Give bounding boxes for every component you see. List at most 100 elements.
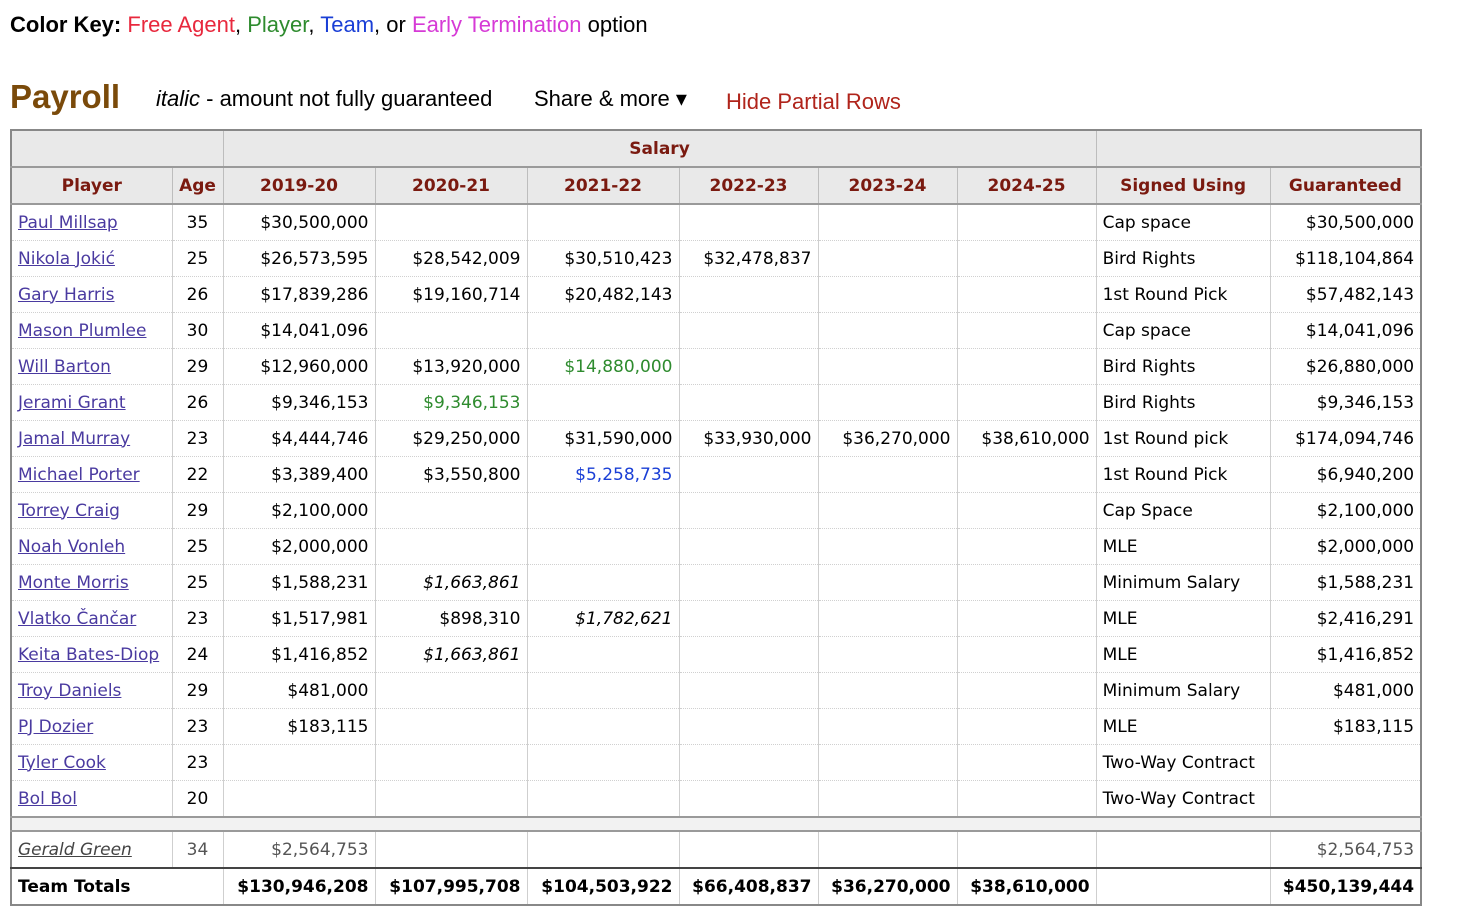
column-header[interactable]: 2024-25 (956, 166, 1097, 205)
player-cell: Jerami Grant (10, 384, 172, 421)
signed-using-cell: Minimum Salary (1095, 672, 1271, 709)
salary-over-header: Salary (222, 129, 1097, 168)
table-row: PJ Dozier 23 $183,115 MLE $183,115 (10, 708, 1422, 745)
italic-legend: italic - amount not fully guaranteed (156, 86, 492, 112)
salary-cell: $898,310 (374, 600, 527, 637)
color-key-sep: , or (374, 12, 412, 37)
player-cell: Nikola Jokić (10, 240, 172, 277)
player-link[interactable]: Jerami Grant (18, 392, 126, 413)
salary-cell (956, 744, 1097, 781)
player-link[interactable]: Noah Vonleh (18, 536, 126, 557)
signed-using-cell: Two-Way Contract (1095, 780, 1271, 817)
signed-using-cell: Minimum Salary (1095, 564, 1271, 601)
player-link[interactable]: Bol Bol (18, 788, 77, 809)
salary-cell (374, 744, 527, 781)
player-link[interactable]: Gary Harris (18, 284, 115, 305)
salary-cell (526, 708, 679, 745)
share-more-menu[interactable]: Share & more ▾ (534, 86, 687, 111)
salary-cell: $14,041,096 (222, 312, 375, 349)
salary-cell (526, 564, 679, 601)
player-link[interactable]: Monte Morris (18, 572, 129, 593)
hide-partial-rows-link[interactable]: Hide Partial Rows (726, 89, 901, 114)
salary-cell: $36,270,000 (817, 420, 957, 457)
salary-cell: $2,564,753 (222, 830, 375, 868)
total-salary-cell: $38,610,000 (956, 867, 1097, 905)
salary-cell (678, 600, 818, 637)
salary-cell (374, 312, 527, 349)
player-link[interactable]: Tyler Cook (18, 752, 106, 773)
age-cell: 25 (171, 564, 223, 601)
player-link[interactable]: PJ Dozier (18, 716, 94, 737)
table-row: Monte Morris 25 $1,588,231 $1,663,861 Minimu… (10, 564, 1422, 601)
guaranteed-cell: $26,880,000 (1269, 348, 1422, 385)
salary-cell (374, 708, 527, 745)
table-row: Gerald Green 34 $2,564,753 $2,564,753 (10, 830, 1422, 868)
column-header[interactable]: Signed Using (1095, 166, 1271, 205)
guaranteed-cell: $2,100,000 (1269, 492, 1422, 529)
player-link[interactable]: Michael Porter (18, 464, 140, 485)
salary-cell (956, 492, 1097, 529)
player-link[interactable]: Torrey Craig (18, 500, 120, 521)
table-row: Tyler Cook 23 Two-Way Contract (10, 744, 1422, 781)
column-header[interactable]: Player (10, 166, 172, 205)
salary-cell: $9,346,153 (374, 384, 527, 421)
guaranteed-cell: $57,482,143 (1269, 276, 1422, 313)
guaranteed-cell: $183,115 (1269, 708, 1422, 745)
payroll-table-wrap: Salary Player Age 2019-20 2020-21 2021-22 202… (10, 129, 1423, 906)
salary-cell (956, 636, 1097, 673)
signed-using-cell: 1st Round pick (1095, 420, 1271, 457)
salary-cell (956, 528, 1097, 565)
player-cell: Noah Vonleh (10, 528, 172, 565)
signed-using-cell: Cap Space (1095, 492, 1271, 529)
column-header[interactable]: 2020-21 (374, 166, 527, 205)
age-cell: 20 (171, 780, 223, 817)
column-header[interactable]: 2023-24 (817, 166, 957, 205)
salary-cell: $29,250,000 (374, 420, 527, 457)
player-link[interactable]: Keita Bates-Diop (18, 644, 160, 665)
salary-cell: $13,920,000 (374, 348, 527, 385)
salary-cell (817, 636, 957, 673)
column-header[interactable]: Guaranteed (1269, 166, 1422, 205)
column-header[interactable]: 2021-22 (526, 166, 679, 205)
italic-description: - amount not fully guaranteed (200, 86, 493, 111)
age-cell: 35 (171, 203, 223, 241)
table-divider (10, 816, 1422, 832)
player-link[interactable]: Mason Plumlee (18, 320, 147, 341)
column-header[interactable]: Age (171, 166, 223, 205)
salary-cell (526, 492, 679, 529)
salary-cell (956, 564, 1097, 601)
player-link[interactable]: Vlatko Čančar (18, 608, 137, 629)
salary-cell (374, 528, 527, 565)
salary-cell: $26,573,595 (222, 240, 375, 277)
player-link[interactable]: Will Barton (18, 356, 111, 377)
salary-cell (526, 744, 679, 781)
salary-cell (956, 276, 1097, 313)
signed-using-cell: MLE (1095, 636, 1271, 673)
age-cell: 24 (171, 636, 223, 673)
column-header[interactable]: 2022-23 (678, 166, 818, 205)
age-cell: 25 (171, 240, 223, 277)
salary-cell: $33,930,000 (678, 420, 818, 457)
signed-using-cell: Two-Way Contract (1095, 744, 1271, 781)
salary-cell: $2,100,000 (222, 492, 375, 529)
guaranteed-cell: $9,346,153 (1269, 384, 1422, 421)
column-header[interactable]: 2019-20 (222, 166, 375, 205)
player-cell: Jamal Murray (10, 420, 172, 457)
player-link[interactable]: Paul Millsap (18, 212, 118, 233)
table-row: Paul Millsap 35 $30,500,000 Cap space $30,50… (10, 203, 1422, 241)
salary-cell: $1,782,621 (526, 600, 679, 637)
table-row: Noah Vonleh 25 $2,000,000 MLE $2,000,000 (10, 528, 1422, 565)
table-row: Torrey Craig 29 $2,100,000 Cap Space $2,100,… (10, 492, 1422, 529)
age-cell: 29 (171, 672, 223, 709)
salary-cell (817, 780, 957, 817)
color-key-free-agent: Free Agent (127, 12, 236, 37)
player-link[interactable]: Gerald Green (18, 839, 132, 860)
salary-cell (526, 312, 679, 349)
player-link[interactable]: Nikola Jokić (18, 248, 115, 269)
over-header-blank (10, 129, 223, 168)
salary-cell (817, 708, 957, 745)
player-link[interactable]: Troy Daniels (18, 680, 122, 701)
salary-cell: $481,000 (222, 672, 375, 709)
player-link[interactable]: Jamal Murray (18, 428, 131, 449)
salary-cell (374, 830, 527, 868)
